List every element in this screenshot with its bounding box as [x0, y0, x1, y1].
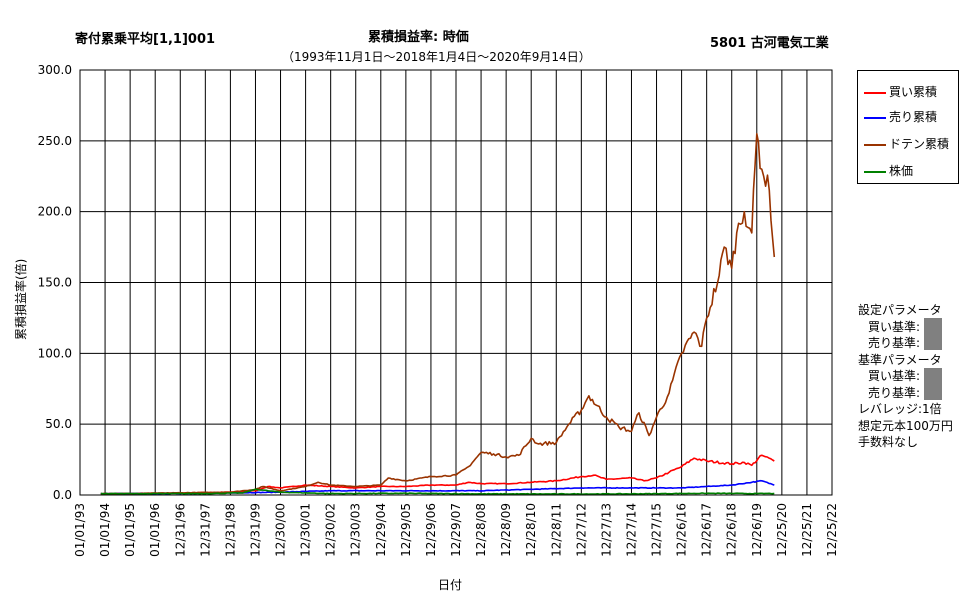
- x-axis-label: 日付: [438, 578, 463, 592]
- x-tick-label: 12/28/08: [474, 503, 488, 557]
- legend-item-price: 株価: [864, 162, 914, 178]
- x-tick-label: 12/31/97: [198, 503, 212, 557]
- x-tick-label: 01/01/96: [148, 503, 162, 557]
- x-tick-label: 12/31/98: [223, 503, 237, 557]
- x-tick-label: 12/30/01: [299, 503, 313, 557]
- x-tick-label: 12/26/18: [725, 503, 739, 557]
- x-tick-label: 12/29/07: [449, 503, 463, 557]
- x-tick-label: 12/30/00: [274, 503, 288, 557]
- legend-item-buy: 買い累積: [864, 83, 938, 99]
- x-tick-label: 12/26/17: [700, 503, 714, 557]
- legend-item-sell: 売り累積: [864, 108, 938, 124]
- y-tick-label: 150.0: [38, 276, 72, 290]
- x-tick-label: 12/30/03: [349, 503, 363, 557]
- x-tick-label: 12/25/20: [775, 503, 789, 557]
- x-tick-label: 12/26/16: [675, 503, 689, 557]
- chart-subtitle: （1993年11月1日～2018年1月4日～2020年9月14日）: [282, 50, 591, 64]
- x-tick-label: 12/29/04: [374, 503, 388, 557]
- plot-border: [79, 69, 833, 496]
- redacted-value-box: [924, 368, 942, 400]
- x-tick-label: 12/28/10: [524, 503, 538, 557]
- x-tick-label: 12/27/15: [650, 503, 664, 557]
- param-buy-threshold: 買い基準:: [868, 319, 921, 334]
- x-tick-label: 12/31/96: [173, 503, 187, 557]
- series-line-doten: [100, 133, 776, 495]
- tick-layer: 0.0 50.0 100.0 150.0 200.0 250.0 300.0 01/01/93…: [38, 63, 839, 557]
- x-tick-label: 12/28/09: [499, 503, 513, 557]
- x-tick-label: 12/28/11: [549, 503, 563, 557]
- y-tick-label: 50.0: [45, 417, 72, 431]
- legend-swatch-sell: [864, 116, 886, 119]
- legend-swatch-doten: [864, 143, 886, 146]
- param-fee: 手数料なし: [858, 435, 919, 449]
- y-axis-label: 累積損益率(倍): [14, 258, 28, 340]
- chart-title-right: 5801 古河電気工業: [710, 36, 829, 51]
- x-tick-label: 12/26/19: [750, 503, 764, 557]
- x-tick-label: 01/01/94: [98, 503, 112, 557]
- x-tick-label: 12/30/02: [324, 503, 338, 557]
- x-tick-label: 12/27/12: [574, 503, 588, 557]
- x-tick-label: 12/27/14: [624, 503, 638, 557]
- x-tick-label: 12/25/22: [825, 503, 839, 557]
- chart-title-left: 寄付累乗平均[1,1]001: [75, 32, 216, 47]
- param-heading-settings: 設定パラメータ: [858, 303, 942, 317]
- legend-item-doten: ドテン累積: [864, 135, 950, 151]
- param-capital: 想定元本100万円: [858, 418, 953, 433]
- legend-label-doten: ドテン累積: [889, 137, 950, 151]
- series-layer: [100, 133, 776, 495]
- legend-swatch-price: [864, 170, 886, 173]
- y-tick-label: 250.0: [38, 134, 72, 148]
- chart-title: 累積損益率: 時価: [368, 30, 469, 45]
- redacted-value-box: [924, 318, 942, 350]
- parameter-panel: 設定パラメータ 買い基準: 売り基準: 基準パラメータ 買い基準: 売り基準: …: [858, 302, 953, 451]
- param-base-sell-threshold: 売り基準:: [868, 385, 921, 400]
- legend-label-sell: 売り累積: [889, 110, 938, 124]
- x-tick-label: 01/01/95: [123, 503, 137, 557]
- param-heading-base: 基準パラメータ: [858, 352, 942, 367]
- x-tick-label: 12/25/21: [800, 503, 814, 557]
- x-tick-label: 01/01/93: [73, 503, 87, 557]
- x-tick-label: 12/27/13: [599, 503, 613, 557]
- legend-label-buy: 買い累積: [889, 85, 938, 99]
- y-tick-label: 300.0: [38, 63, 72, 77]
- x-tick-label: 12/29/06: [424, 503, 438, 557]
- legend: 買い累積 売り累積 ドテン累積 株価: [857, 70, 959, 184]
- series-line-price: [100, 488, 775, 495]
- param-base-buy-threshold: 買い基準:: [868, 369, 921, 383]
- x-tick-label: 12/29/05: [399, 503, 413, 557]
- y-tick-label: 100.0: [38, 346, 72, 360]
- legend-swatch-buy: [864, 91, 886, 94]
- y-tick-label: 0.0: [53, 488, 72, 502]
- x-tick-label: 12/31/99: [248, 503, 262, 557]
- y-tick-label: 200.0: [38, 205, 72, 219]
- param-sell-threshold: 売り基準:: [868, 336, 921, 350]
- legend-label-price: 株価: [889, 164, 914, 178]
- grid-layer: [79, 69, 833, 496]
- param-leverage: レバレッジ:1倍: [858, 402, 942, 416]
